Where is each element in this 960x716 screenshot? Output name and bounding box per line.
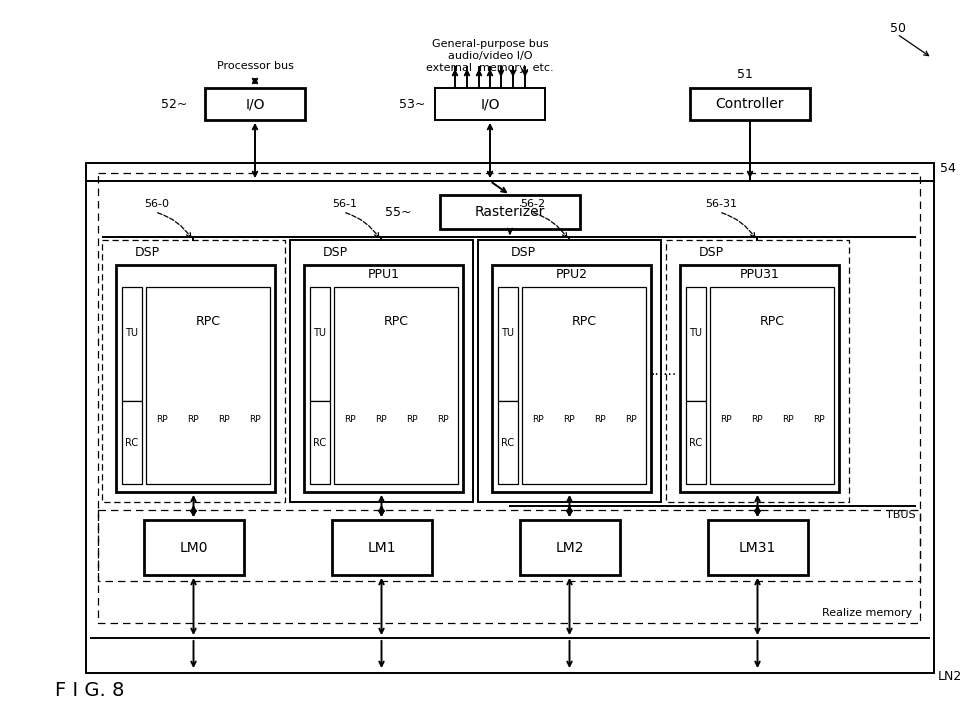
Text: RP: RP (563, 415, 574, 425)
Bar (519, 520, 619, 575)
Text: LM31: LM31 (739, 541, 777, 554)
Text: RP: RP (156, 415, 167, 425)
Bar (708, 520, 807, 575)
Text: RPC: RPC (759, 315, 784, 328)
Text: PPU1: PPU1 (368, 268, 399, 281)
Text: RP: RP (720, 415, 732, 425)
Text: 50: 50 (890, 21, 906, 34)
Text: Processor bus: Processor bus (217, 61, 294, 71)
Text: 54: 54 (940, 163, 956, 175)
Bar (116, 265, 275, 492)
Text: RP: RP (593, 415, 606, 425)
Text: DSP: DSP (134, 246, 159, 259)
Text: RP: RP (406, 415, 418, 425)
Bar (498, 401, 518, 484)
Bar (122, 287, 142, 401)
Text: LM1: LM1 (367, 541, 396, 554)
Text: PPU31: PPU31 (739, 268, 780, 281)
Text: RC: RC (313, 437, 326, 448)
Bar (310, 287, 330, 401)
Text: TBUS: TBUS (886, 510, 916, 520)
Text: LN2: LN2 (938, 669, 960, 682)
Bar (143, 520, 244, 575)
Text: Realize memory: Realize memory (822, 608, 912, 618)
Bar (435, 88, 545, 120)
Text: TU: TU (689, 328, 703, 338)
Text: TU: TU (126, 328, 138, 338)
Bar (498, 287, 518, 401)
Text: 53~: 53~ (398, 97, 425, 110)
Text: RC: RC (689, 437, 703, 448)
Text: ......: ...... (650, 364, 677, 378)
Bar (522, 287, 646, 484)
Text: RC: RC (126, 437, 138, 448)
Text: RP: RP (186, 415, 199, 425)
Text: RPC: RPC (383, 315, 409, 328)
Text: LM2: LM2 (555, 541, 584, 554)
Bar (102, 240, 285, 502)
Text: Rasterizer: Rasterizer (475, 205, 545, 219)
Bar (710, 287, 834, 484)
Text: RP: RP (625, 415, 636, 425)
Bar (146, 287, 270, 484)
Bar (690, 88, 810, 120)
Text: 56-31: 56-31 (705, 199, 737, 209)
Bar (304, 265, 463, 492)
Text: I/O: I/O (480, 97, 500, 111)
Text: 52~: 52~ (160, 97, 187, 110)
Text: DSP: DSP (323, 246, 348, 259)
Bar (86, 163, 934, 673)
Bar (686, 401, 706, 484)
Text: 56-0: 56-0 (145, 199, 170, 209)
Text: RPC: RPC (571, 315, 596, 328)
Text: RP: RP (751, 415, 762, 425)
Text: I/O: I/O (245, 97, 265, 111)
Text: RP: RP (813, 415, 825, 425)
Bar (98, 173, 920, 581)
Text: RPC: RPC (196, 315, 221, 328)
Bar (122, 401, 142, 484)
Bar (98, 510, 920, 623)
Text: RP: RP (374, 415, 386, 425)
Text: 56-2: 56-2 (520, 199, 545, 209)
Bar (478, 240, 661, 502)
Text: RP: RP (249, 415, 260, 425)
Text: RP: RP (437, 415, 448, 425)
Text: RP: RP (532, 415, 543, 425)
Bar (310, 401, 330, 484)
Text: PPU2: PPU2 (556, 268, 588, 281)
Text: DSP: DSP (511, 246, 536, 259)
Text: Controller: Controller (716, 97, 784, 111)
Text: 55~: 55~ (386, 205, 412, 218)
Bar (334, 287, 458, 484)
Text: 51: 51 (737, 67, 753, 80)
Bar (440, 195, 580, 229)
Bar (205, 88, 305, 120)
Text: RP: RP (781, 415, 793, 425)
Text: TU: TU (314, 328, 326, 338)
Text: RP: RP (218, 415, 229, 425)
Text: 56-1: 56-1 (332, 199, 357, 209)
Bar (666, 240, 849, 502)
Bar (680, 265, 839, 492)
Text: DSP: DSP (699, 246, 724, 259)
Text: RC: RC (501, 437, 515, 448)
Bar (492, 265, 651, 492)
Text: TU: TU (501, 328, 515, 338)
Text: LM0: LM0 (180, 541, 207, 554)
Text: F I G. 8: F I G. 8 (55, 680, 125, 700)
Text: General-purpose bus
audio/video I/O
external  memory, etc.: General-purpose bus audio/video I/O exte… (426, 39, 554, 72)
Bar (686, 287, 706, 401)
Bar (290, 240, 473, 502)
Bar (331, 520, 431, 575)
Text: RP: RP (344, 415, 355, 425)
